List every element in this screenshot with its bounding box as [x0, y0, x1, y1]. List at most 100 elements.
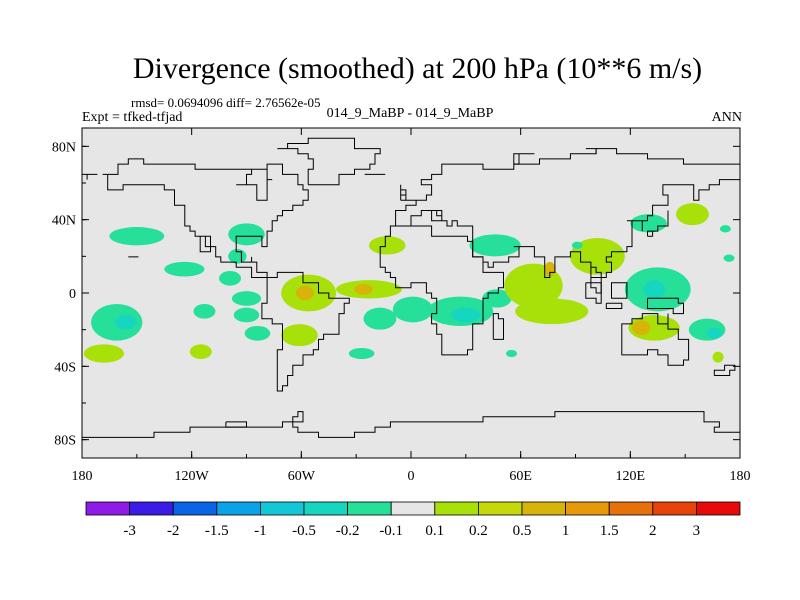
colorbar-label: 1.5	[600, 523, 619, 539]
coastline	[713, 364, 736, 376]
anomaly-patch	[368, 236, 406, 255]
anomaly-patch	[363, 307, 397, 330]
anomaly-patch	[719, 225, 731, 233]
coastline	[611, 282, 628, 299]
colorbar-swatch	[216, 501, 261, 516]
colorbar-swatch	[259, 501, 305, 516]
anomaly-patch	[515, 298, 589, 325]
coastline	[277, 137, 381, 186]
anomaly-patch	[632, 320, 651, 336]
x-tick-label: 120W	[175, 469, 210, 484]
anomaly-patch	[231, 291, 262, 306]
colorbar-label: -1.5	[205, 523, 229, 539]
colorbar-swatch	[521, 501, 566, 516]
coastline	[379, 225, 504, 356]
colorbar-label: -0.2	[336, 523, 360, 539]
colorbar-swatch	[608, 501, 654, 516]
colorbar-label: -0.1	[379, 523, 403, 539]
anomaly-patch	[712, 351, 724, 363]
x-tick-label: 60W	[288, 469, 316, 484]
colorbar-swatch	[696, 501, 741, 516]
anomaly-patch	[233, 307, 260, 323]
colorbar-label: -0.5	[292, 523, 316, 539]
colorbar-label: -2	[167, 523, 180, 539]
colorbar-swatch	[652, 501, 697, 516]
anomaly-patch	[281, 324, 318, 347]
season-label: ANN	[711, 110, 742, 125]
anomaly-patch	[164, 261, 205, 277]
coastline	[400, 184, 417, 201]
anomaly-patch	[114, 315, 137, 330]
anomaly-patch	[354, 283, 373, 295]
coastline	[82, 411, 740, 438]
anomaly-patch	[451, 307, 481, 323]
anomaly-patch	[193, 304, 216, 319]
anomaly-patch	[707, 327, 722, 339]
colorbar-label: 3	[693, 523, 701, 539]
coastline	[621, 313, 690, 366]
x-tick-label: 120E	[616, 469, 646, 484]
coastline	[225, 421, 247, 428]
anomaly-layer	[83, 203, 735, 363]
anomaly-patch	[723, 254, 735, 262]
coastline	[513, 153, 535, 165]
colorbar-swatch	[85, 501, 130, 516]
anomaly-patch	[228, 249, 247, 264]
colorbar-swatch	[477, 501, 523, 516]
y-tick-label: 40N	[52, 214, 76, 229]
coastline	[647, 210, 669, 237]
colorbar-label: 0.2	[469, 523, 488, 539]
coastline	[605, 302, 623, 309]
colorbar-swatch	[434, 501, 479, 516]
chart-subtitle: 014_9_MaBP - 014_9_MaBP	[326, 106, 494, 121]
anomaly-patch	[643, 280, 666, 299]
y-tick-label: 40S	[54, 360, 76, 375]
colorbar-label: 0.1	[425, 523, 444, 539]
anomaly-patch	[219, 271, 242, 286]
colorbar-label: -1	[254, 523, 267, 539]
coastline	[585, 148, 597, 154]
stats-text: rmsd= 0.0694096 diff= 2.76562e-05	[131, 95, 321, 110]
anomaly-patch	[109, 227, 165, 246]
colorbar-swatch	[565, 501, 610, 516]
anomaly-patch	[469, 234, 521, 257]
x-tick-label: 180	[72, 469, 93, 484]
colorbar-label: 2	[649, 523, 657, 539]
anomaly-patch	[482, 289, 512, 308]
anomaly-patch	[228, 223, 265, 246]
colorbar-swatch	[129, 501, 174, 516]
x-tick-label: 60E	[509, 469, 532, 484]
anomaly-patch	[676, 203, 709, 226]
colorbar-swatch	[172, 501, 218, 516]
anomaly-patch	[392, 296, 433, 323]
colorbar-label: -3	[123, 523, 136, 539]
x-tick-label: 0	[408, 469, 415, 484]
colorbar-swatch	[390, 501, 436, 516]
coastline	[102, 158, 350, 392]
colorbar-swatch	[347, 501, 392, 516]
anomaly-patch	[630, 214, 667, 233]
colorbar-swatch	[303, 501, 348, 516]
coastline	[585, 282, 602, 304]
coastline	[82, 173, 98, 180]
anomaly-patch	[506, 349, 518, 358]
colorbar-label: 1	[562, 523, 570, 539]
coastline-layer	[82, 137, 740, 438]
colorbar: -3 -2 -1.5 -1 -0.5 -0.2 -0.1 0.1 0.2 0.5 1 1.5 2 3	[85, 501, 741, 539]
anomaly-patch	[295, 285, 315, 301]
experiment-label: Expt = tfked-tfjad	[82, 110, 183, 125]
colorbar-label: 0.5	[513, 523, 532, 539]
chart-title: Divergence (smoothed) at 200 hPa (10**6 …	[132, 52, 703, 85]
axis-layer: 180 120W 60W 0 60E 120E 180 80N 40N 0 40S 80S	[52, 128, 751, 484]
y-tick-label: 0	[69, 287, 76, 302]
anomaly-patch	[244, 326, 271, 341]
y-tick-label: 80S	[54, 434, 76, 449]
coastline	[492, 313, 504, 340]
anomaly-patch	[189, 344, 212, 359]
coastline	[390, 179, 740, 294]
anomaly-patch	[688, 318, 726, 341]
anomaly-patch	[83, 344, 125, 363]
anomaly-patch	[348, 348, 375, 359]
x-tick-label: 180	[730, 469, 751, 484]
